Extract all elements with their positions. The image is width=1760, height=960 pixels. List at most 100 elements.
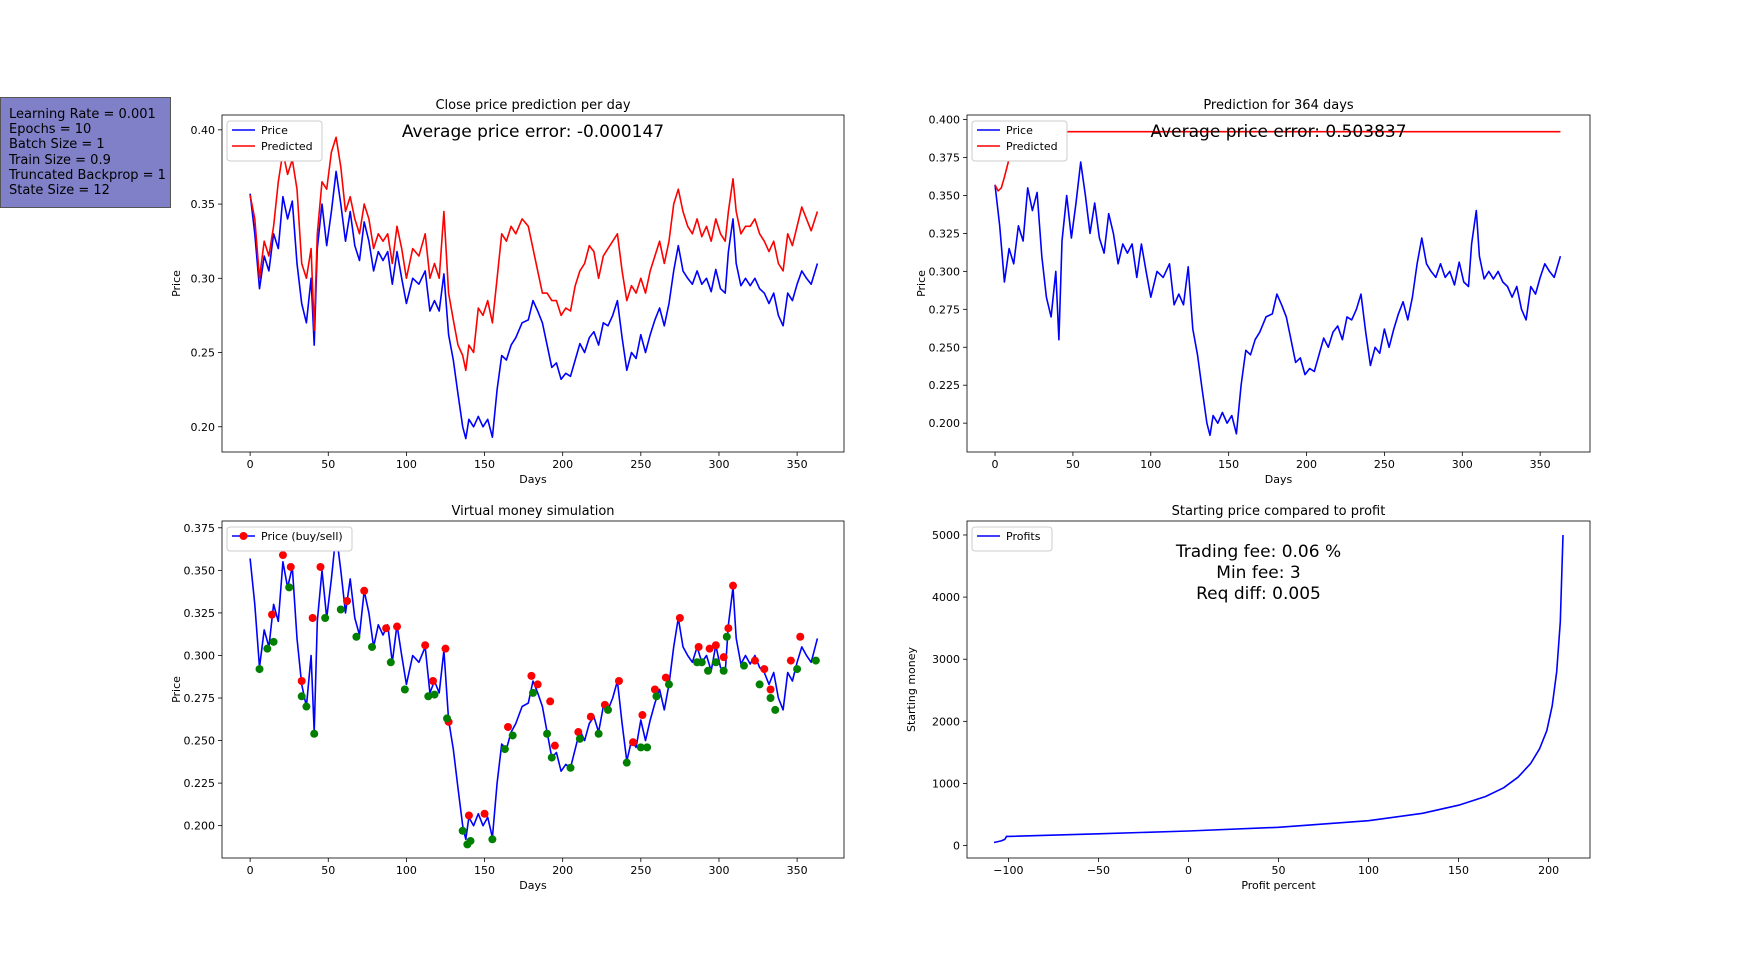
x-axis-label: Profit percent: [1241, 879, 1316, 892]
y-tick-label: 0.375: [184, 522, 216, 535]
buy-marker: [722, 632, 731, 641]
buy-marker: [466, 836, 475, 845]
x-tick-label: 250: [1374, 458, 1395, 471]
x-tick-label: 250: [630, 458, 651, 471]
legend-box: [971, 120, 1068, 162]
buy-marker: [508, 731, 517, 740]
legend-label: Price (buy/sell): [261, 530, 343, 543]
sell-marker: [393, 622, 402, 631]
chart-annotation: Average price error: -0.000147: [402, 122, 664, 142]
param-state-size: State Size = 12: [9, 183, 110, 199]
chart-title: Virtual money simulation: [451, 504, 614, 519]
sell-marker: [428, 676, 437, 685]
y-tick-label: 2000: [932, 715, 960, 728]
buy-marker: [664, 680, 673, 689]
sell-marker: [297, 676, 306, 685]
legend-label: Price: [1006, 124, 1033, 137]
chart-title: Close price prediction per day: [435, 98, 630, 113]
sell-marker: [278, 551, 287, 560]
x-tick-label: 350: [787, 864, 808, 877]
buy-marker: [766, 694, 775, 703]
sell-marker: [574, 728, 583, 737]
buy-marker: [424, 692, 433, 701]
x-tick-label: 300: [708, 864, 729, 877]
x-tick-label: 100: [1140, 458, 1161, 471]
y-tick-label: 0.325: [929, 227, 961, 240]
buy-marker: [547, 753, 556, 762]
buy-marker: [566, 763, 575, 772]
buy-marker: [443, 714, 452, 723]
buy-marker: [643, 743, 652, 752]
y-tick-label: 0.350: [929, 189, 961, 202]
y-tick-label: 0.325: [184, 607, 216, 620]
chart-annotation-line: Min fee: 3: [1216, 563, 1300, 583]
buy-marker: [543, 729, 552, 738]
y-tick-label: 0.250: [184, 735, 216, 748]
x-axis-label: Days: [519, 473, 547, 486]
y-tick-label: 0.40: [191, 124, 216, 137]
y-tick-label: 4000: [932, 591, 960, 604]
y-tick-label: 0.375: [929, 152, 961, 165]
sell-marker: [729, 581, 738, 590]
legend-label: Price: [261, 124, 288, 137]
buy-marker: [500, 745, 509, 754]
sell-marker: [441, 644, 450, 653]
x-tick-label: 250: [630, 864, 651, 877]
sell-marker: [796, 632, 805, 641]
buy-marker: [755, 680, 764, 689]
buy-marker: [352, 632, 361, 641]
chart3-chart: 0 50 100 150 200 250 300 350 0.200 0.225 0.250 0.27…: [170, 504, 845, 892]
sell-marker: [360, 586, 369, 595]
sell-marker: [711, 641, 720, 650]
sell-marker: [286, 562, 295, 571]
y-tick-label: 0.225: [184, 777, 216, 790]
sell-marker: [550, 741, 559, 750]
data-layer: [993, 534, 1564, 844]
y-tick-label: 0.275: [184, 692, 216, 705]
legend: Price (buy/sell): [226, 526, 353, 552]
sell-marker: [343, 596, 352, 605]
param-batch-size: Batch Size = 1: [9, 137, 105, 153]
sell-marker: [586, 712, 595, 721]
x-axis-label: Days: [1265, 473, 1293, 486]
buy-marker: [285, 583, 294, 592]
param-truncated-backprop: Truncated Backprop = 1: [9, 167, 166, 183]
x-tick-label: 0: [247, 458, 254, 471]
x-tick-label: 150: [1218, 458, 1239, 471]
sell-marker: [614, 676, 623, 685]
sell-marker: [760, 665, 769, 674]
x-tick-label: 200: [1296, 458, 1317, 471]
buy-marker: [430, 690, 439, 699]
sell-marker: [503, 722, 512, 731]
y-tick-label: 0.400: [929, 114, 961, 127]
x-tick-label: 100: [396, 864, 417, 877]
y-tick-label: 0: [953, 840, 960, 853]
buy-marker: [368, 642, 377, 651]
chart-annotation-line: Trading fee: 0.06 %: [1175, 542, 1341, 562]
buy-marker: [310, 729, 319, 738]
buy-marker: [636, 743, 645, 752]
y-tick-label: 0.200: [929, 417, 961, 430]
legend: Price Predicted: [971, 120, 1068, 162]
buy-marker: [263, 644, 272, 653]
sell-marker: [750, 656, 759, 665]
sell-marker: [268, 610, 277, 619]
y-tick-label: 0.300: [184, 649, 216, 662]
param-epochs: Epochs = 10: [9, 122, 92, 138]
sell-marker: [650, 685, 659, 694]
legend: Profits: [971, 526, 1053, 552]
sell-marker: [629, 738, 638, 747]
sell-marker: [464, 811, 473, 820]
chart1-chart: 0 50 100 150 200 250 300 350 0.20 0.25 0.30 0.35 0.4…: [170, 98, 845, 486]
param-learning-rate: Learning Rate = 0.001: [9, 107, 156, 122]
x-tick-label: 50: [1066, 458, 1080, 471]
buy-marker: [604, 705, 613, 714]
series-line-price: [994, 161, 1562, 437]
buy-marker: [793, 665, 802, 674]
sell-marker: [546, 697, 555, 706]
chart2-chart: 0 50 100 150 200 250 300 350 0.200 0.225 0.250 0.27…: [915, 98, 1591, 486]
y-axis-label: Price: [915, 270, 928, 297]
x-tick-label: 200: [552, 458, 573, 471]
y-tick-label: 0.225: [929, 379, 961, 392]
x-tick-label: −100: [993, 864, 1023, 877]
